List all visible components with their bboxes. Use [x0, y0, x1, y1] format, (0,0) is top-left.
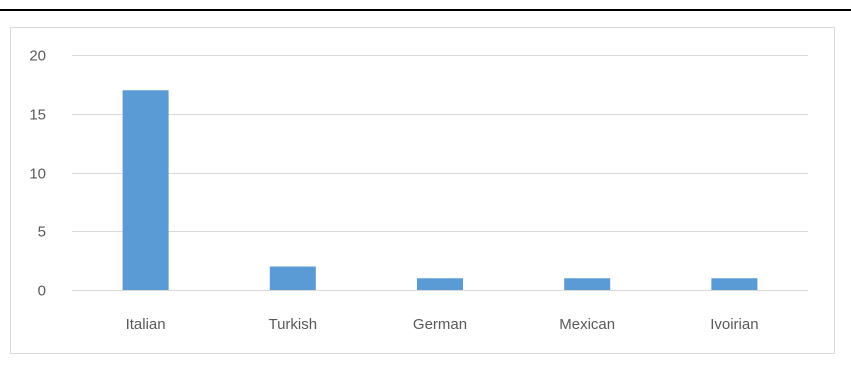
- y-tick-label-20: 20: [29, 48, 46, 65]
- y-tick-label-10: 10: [29, 166, 46, 183]
- x-category-label-italian: Italian: [126, 316, 166, 333]
- gridlines: [72, 55, 808, 291]
- top-divider: [0, 9, 851, 11]
- y-tick-label-15: 15: [29, 107, 46, 124]
- bar-ivoirian: [711, 278, 758, 290]
- bar-italian: [122, 90, 169, 290]
- x-axis-categories: Italian Turkish German Mexican Ivoirian: [126, 316, 759, 333]
- x-category-label-german: German: [413, 316, 467, 333]
- y-tick-label-0: 0: [38, 283, 46, 300]
- x-category-label-ivoirian: Ivoirian: [710, 316, 758, 333]
- x-category-label-mexican: Mexican: [559, 316, 615, 333]
- bars: [122, 90, 758, 290]
- y-axis-ticks: 0 5 10 15 20: [29, 48, 46, 300]
- y-tick-label-5: 5: [38, 224, 46, 241]
- x-category-label-turkish: Turkish: [268, 316, 317, 333]
- bar-german: [417, 278, 463, 290]
- bar-mexican: [564, 278, 611, 290]
- bar-turkish: [269, 266, 316, 290]
